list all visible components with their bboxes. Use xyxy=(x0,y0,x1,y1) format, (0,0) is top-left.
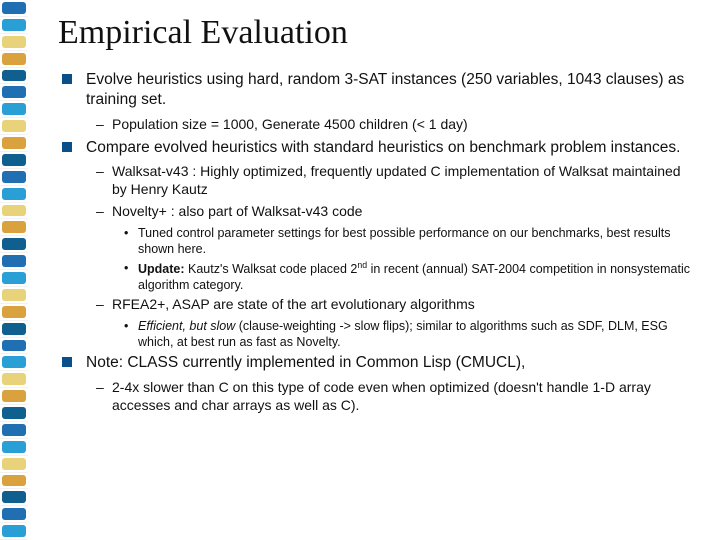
bullet-2-sub-2a: Tuned control parameter settings for bes… xyxy=(58,225,696,257)
update-text-1: Kautz's Walksat code placed 2 xyxy=(185,262,358,276)
spiral-binding xyxy=(0,0,28,540)
bullet-2-sub-2b: Update: Kautz's Walksat code placed 2nd … xyxy=(58,260,696,293)
bullet-1-sub-1: Population size = 1000, Generate 4500 ch… xyxy=(58,116,696,134)
bullet-2-sub-3a: Efficient, but slow (clause-weighting ->… xyxy=(58,318,696,350)
bullet-1: Evolve heuristics using hard, random 3-S… xyxy=(58,70,696,110)
bullet-2-sub-2: Novelty+ : also part of Walksat-v43 code xyxy=(58,203,696,221)
efficient-slow-italic: Efficient, but slow xyxy=(138,319,235,333)
bullet-2-sub-1: Walksat-v43 : Highly optimized, frequent… xyxy=(58,163,696,199)
square-bullet-icon xyxy=(62,142,72,152)
square-bullet-icon xyxy=(62,74,72,84)
bullet-3-sub-1: 2-4x slower than C on this type of code … xyxy=(58,379,696,415)
slide-title: Empirical Evaluation xyxy=(58,14,696,52)
square-bullet-icon xyxy=(62,357,72,367)
bullet-1-text: Evolve heuristics using hard, random 3-S… xyxy=(86,71,684,108)
bullet-2-sub-3: RFEA2+, ASAP are state of the art evolut… xyxy=(58,296,696,314)
bullet-2: Compare evolved heuristics with standard… xyxy=(58,138,696,158)
bullet-3-text: Note: CLASS currently implemented in Com… xyxy=(86,354,525,371)
update-label: Update: xyxy=(138,262,185,276)
bullet-2-text: Compare evolved heuristics with standard… xyxy=(86,139,680,156)
bullet-3: Note: CLASS currently implemented in Com… xyxy=(58,353,696,373)
slide-content: Empirical Evaluation Evolve heuristics u… xyxy=(58,14,696,419)
update-sup: nd xyxy=(357,260,367,270)
